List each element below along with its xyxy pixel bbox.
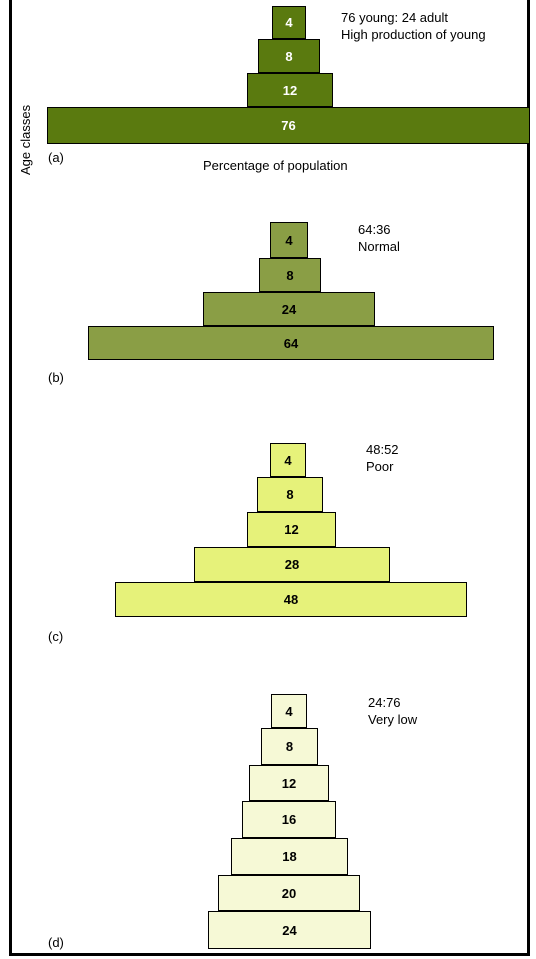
pyramid-a-layer-2: 8 — [258, 39, 320, 73]
pyramid-b-description: Normal — [358, 239, 400, 254]
x-axis-label: Percentage of population — [203, 158, 348, 173]
pyramid-c-ratio: 48:52 — [366, 442, 399, 457]
pyramid-d-layer-5: 18 — [231, 838, 348, 875]
pyramid-b-layer-4: 64 — [88, 326, 494, 360]
pyramid-c-label: (c) — [48, 629, 64, 644]
pyramid-d-label: (d) — [48, 935, 64, 950]
pyramid-a-description: High production of young — [341, 27, 486, 42]
pyramid-d-layer-6: 20 — [218, 875, 360, 911]
pyramid-c-layer-5: 48 — [115, 582, 467, 617]
pyramid-b-layer-1: 4 — [270, 222, 308, 258]
pyramid-c-layer-4: 28 — [194, 547, 390, 582]
pyramid-d-layer-2: 8 — [261, 728, 318, 765]
pyramid-c-layer-3: 12 — [247, 512, 336, 547]
pyramid-b-label: (b) — [48, 370, 64, 385]
pyramid-c-layer-2: 8 — [257, 477, 323, 512]
pyramid-b-layer-2: 8 — [259, 258, 321, 292]
pyramid-b-ratio: 64:36 — [358, 222, 391, 237]
pyramid-d-layer-7: 24 — [208, 911, 371, 949]
pyramid-c-layer-1: 4 — [270, 443, 306, 477]
pyramid-a-layer-3: 12 — [247, 73, 333, 107]
pyramid-d-layer-1: 4 — [271, 694, 307, 728]
pyramid-a-layer-1: 4 — [272, 6, 306, 39]
pyramid-d-layer-4: 16 — [242, 801, 336, 838]
pyramid-a-ratio: 76 young: 24 adult — [341, 10, 448, 25]
diagram-frame — [9, 0, 530, 956]
pyramid-d-ratio: 24:76 — [368, 695, 401, 710]
pyramid-d-description: Very low — [368, 712, 418, 727]
pyramid-b-layer-3: 24 — [203, 292, 375, 326]
pyramid-a-label: (a) — [48, 150, 64, 165]
pyramid-d-layer-3: 12 — [249, 765, 329, 801]
pyramid-a-layer-4: 76 — [47, 107, 530, 144]
y-axis-label: Age classes — [18, 104, 33, 175]
pyramid-c-description: Poor — [366, 459, 394, 474]
